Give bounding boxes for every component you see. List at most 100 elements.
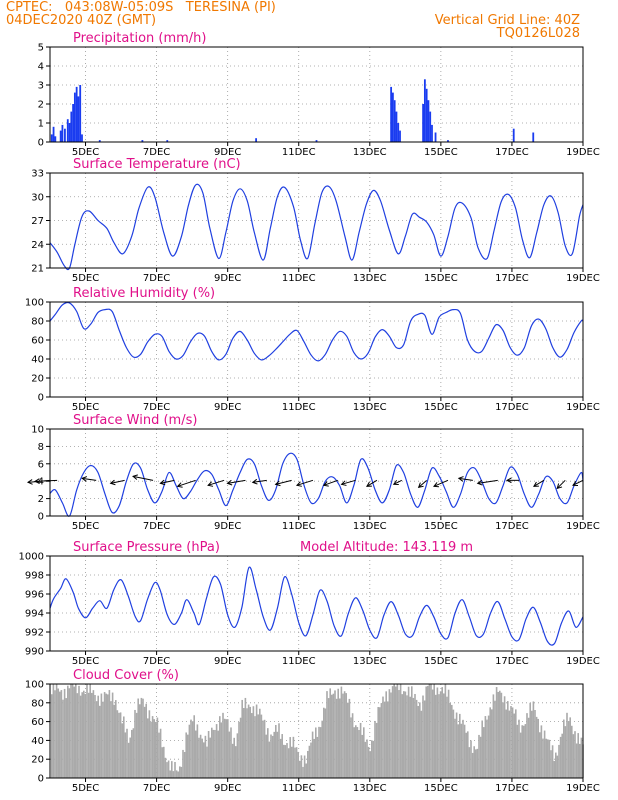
cloud-bar (215, 724, 218, 778)
cloud-bar (364, 741, 367, 778)
cloud-bar (310, 742, 312, 778)
precip-bar (64, 128, 66, 142)
cloud-bar (251, 713, 253, 778)
x-tick-label: 15DEC (424, 147, 458, 158)
y-tick-label: 20 (31, 755, 44, 766)
cloud-bar (180, 766, 183, 778)
cloud-bar (351, 713, 354, 778)
precip-bar (59, 130, 62, 142)
cloud-bar (513, 713, 515, 778)
wind-arrowhead (274, 480, 281, 487)
cloud-bar (303, 755, 306, 778)
y-tick-label: 30 (31, 192, 44, 203)
wind-vector (433, 479, 449, 487)
cloud-bar (95, 701, 98, 778)
x-tick-label: 7DEC (143, 783, 170, 794)
wind-arrowhead (26, 479, 33, 485)
wind-arrowhead (295, 481, 302, 487)
wind-vector (572, 479, 584, 486)
wind-vector (252, 479, 267, 483)
cloud-bar (340, 686, 343, 778)
cloud-bar (70, 684, 72, 778)
cloud-bar (435, 694, 437, 778)
wind-arrowhead (176, 482, 183, 488)
cloud-bar (385, 691, 387, 778)
wind-vector (533, 479, 545, 487)
cloud-bar (140, 697, 143, 778)
x-tick-label: 7DEC (143, 521, 170, 532)
cloud-bar (231, 743, 234, 778)
cloud-bar (116, 710, 119, 778)
cloud-bar (431, 689, 434, 778)
x-tick-label: 13DEC (353, 402, 387, 413)
y-tick-label: 60 (31, 717, 44, 728)
cloud-bar (393, 684, 395, 778)
precip-bar (81, 134, 83, 142)
wind-arrowhead (81, 476, 88, 482)
cloud-bar (105, 693, 107, 778)
cloud-bar (243, 708, 245, 778)
x-tick-label: 13DEC (353, 147, 387, 158)
cloud-bar (284, 745, 287, 778)
y-tick-label: 80 (31, 698, 44, 709)
y-tick-label: 27 (31, 216, 44, 227)
wind-arrowhead (392, 479, 399, 486)
cloud-bar (555, 752, 557, 778)
cloud-bar (252, 706, 255, 778)
cloud-bar (255, 704, 258, 778)
cloud-bar (246, 708, 248, 778)
x-tick-label: 5DEC (72, 402, 99, 413)
x-tick-label: 11DEC (282, 147, 316, 158)
cloud-bar (195, 730, 197, 778)
cloud-bar (78, 685, 80, 778)
cloud-bar (227, 719, 229, 778)
cloud-bar (353, 727, 355, 778)
wind-arrowhead (457, 476, 464, 482)
cloud-bar (283, 744, 285, 778)
cloud-bar (164, 757, 167, 778)
cloud-bar (355, 725, 357, 778)
y-tick-label: 4 (38, 477, 44, 488)
cloud-bar (262, 720, 264, 778)
x-tick-label: 19DEC (566, 402, 600, 413)
cloud-bar (382, 696, 384, 778)
cloud-bar (102, 701, 104, 778)
precip-bar (61, 124, 64, 142)
cloud-bar (387, 701, 389, 778)
cloud-bar (411, 686, 413, 778)
cloud-bar (172, 771, 175, 778)
header-location: CPTEC: 043:08W-05:09S TERESINA (PI) (6, 0, 276, 15)
cloud-bar (308, 745, 311, 778)
y-tick-label: 100 (25, 680, 44, 691)
panel-title: Surface Temperature (nC) (73, 157, 241, 172)
cloud-bar (267, 728, 269, 778)
cloud-bar (249, 706, 251, 778)
cloud-bar (155, 721, 157, 778)
cloud-bar (391, 686, 394, 778)
series-line (49, 452, 584, 517)
wind-arrowhead (533, 481, 539, 487)
wind-vector (366, 479, 378, 487)
cloud-bar (527, 717, 530, 778)
panel-title: Cloud Cover (%) (73, 668, 179, 683)
panel-1: 0 1 2 3 4 5 5DEC 7DEC 9DEC 11DEC 13DEC 15DEC 17DEC 19… (38, 31, 600, 158)
cloud-bar (348, 698, 351, 778)
cloud-bar (151, 716, 154, 778)
panel-title: Surface Pressure (hPa) (73, 540, 220, 555)
cloud-bar (347, 702, 349, 778)
cloud-bar (567, 721, 570, 778)
cloud-bar (254, 716, 256, 778)
cloud-bar (399, 684, 402, 778)
precip-bar (391, 92, 394, 142)
cloud-bar (161, 747, 163, 778)
cloud-bar (166, 762, 168, 778)
cloud-bar (556, 755, 559, 778)
cloud-bar (257, 714, 259, 778)
cloud-bar (175, 770, 178, 778)
cloud-bar (508, 710, 511, 778)
cloud-bar (127, 742, 130, 778)
precip-bar (255, 138, 257, 142)
wind-vector (296, 479, 314, 486)
cloud-bar (563, 719, 565, 778)
precip-bar (70, 111, 73, 142)
